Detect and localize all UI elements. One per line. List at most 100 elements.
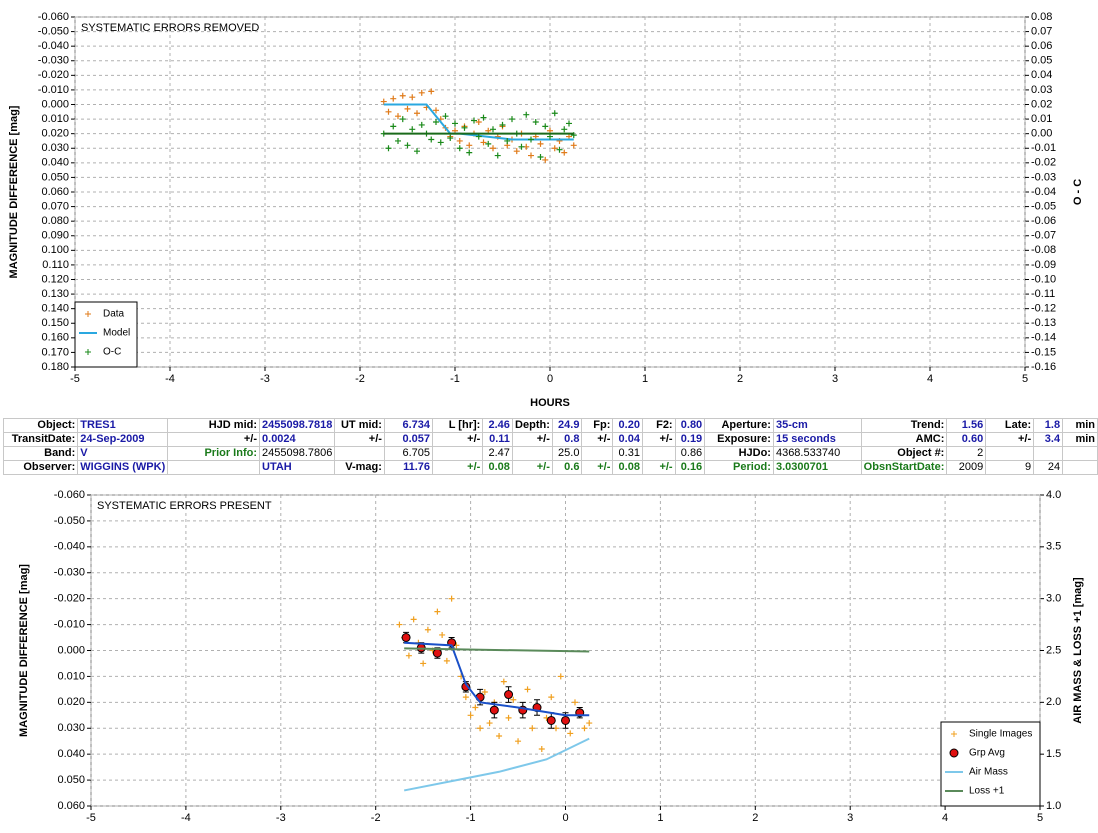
- table-cell: Period:: [704, 460, 774, 475]
- data-point: [532, 119, 539, 125]
- y-tick-label: 0.180: [41, 361, 69, 373]
- y2-tick-label: 2.0: [1046, 696, 1061, 708]
- x-tick-label: 5: [1022, 373, 1028, 385]
- table-cell: +/-: [985, 432, 1035, 447]
- data-point: [504, 690, 514, 700]
- data-point: [571, 699, 578, 706]
- y2-tick-label: 0.03: [1031, 84, 1052, 96]
- table-cell: 0.08: [612, 460, 643, 475]
- data-point: [538, 745, 545, 752]
- y2-tick-label: -0.13: [1031, 317, 1056, 329]
- data-point: [529, 725, 536, 732]
- table-cell: 1.56: [946, 418, 987, 433]
- x-tick-label: 5: [1037, 812, 1043, 824]
- table-cell: 11.76: [383, 460, 434, 475]
- y-tick-label: -0.050: [38, 25, 69, 37]
- data-point: [405, 652, 412, 659]
- table-cell: 0.20: [612, 418, 643, 433]
- y2-axis-title: AIR MASS & LOSS +1 [mag]: [1072, 577, 1084, 724]
- table-row: Object: TRES1 HJD mid: 2455098.7818 UT mid: 6…: [2, 418, 1098, 433]
- y2-tick-label: 1.5: [1046, 748, 1061, 760]
- table-cell: [334, 446, 385, 461]
- legend-swatch: [85, 311, 91, 317]
- table-cell: +/-: [167, 432, 261, 447]
- data-point: [456, 137, 463, 144]
- data-point: [420, 660, 427, 667]
- data-point: [561, 126, 568, 133]
- data-point: [447, 135, 454, 142]
- data-point: [414, 148, 420, 155]
- x-tick-label: 3: [832, 373, 838, 385]
- info-table: Object: TRES1 HJD mid: 2455098.7818 UT mid: 6…: [2, 418, 1098, 475]
- table-cell: 4368.533740: [772, 446, 862, 461]
- y-tick-label: -0.060: [38, 11, 69, 23]
- y2-tick-label: -0.11: [1031, 288, 1055, 300]
- data-point: [515, 738, 522, 745]
- y-tick-label: 0.120: [41, 273, 69, 285]
- y-tick-label: -0.020: [54, 593, 85, 605]
- data-point: [524, 686, 531, 693]
- table-cell: TRES1: [77, 418, 169, 433]
- x-tick-label: 2: [737, 373, 743, 385]
- table-cell: [1062, 460, 1098, 475]
- table-cell: 0.0024: [259, 432, 336, 447]
- data-point: [390, 123, 397, 130]
- table-cell: WIGGINS (WPK): [77, 460, 169, 475]
- table-cell: +/-: [581, 432, 614, 447]
- table-cell: 24: [1033, 460, 1064, 475]
- y2-tick-label: -0.15: [1031, 346, 1056, 358]
- table-cell: 9: [985, 460, 1035, 475]
- y-axis-title: MAGNITUDE DIFFERENCE [mag]: [8, 105, 20, 278]
- x-tick-label: 1: [642, 373, 648, 385]
- legend-label: Grp Avg: [969, 748, 1005, 759]
- data-point: [442, 113, 449, 120]
- table-cell: [167, 460, 261, 475]
- y2-tick-label: -0.09: [1031, 259, 1056, 271]
- x-tick-label: 3: [847, 812, 853, 824]
- data-point: [528, 136, 534, 143]
- y2-tick-label: 0.06: [1031, 40, 1052, 52]
- table-cell: Trend:: [860, 418, 948, 433]
- table-cell: Fp:: [581, 418, 614, 433]
- x-tick-label: 4: [942, 812, 948, 824]
- table-cell: 2455098.7806: [259, 446, 336, 461]
- data-point: [509, 116, 515, 123]
- y2-tick-label: 1.0: [1046, 800, 1061, 812]
- data-point: [567, 730, 574, 737]
- y-tick-label: 0.070: [41, 200, 69, 212]
- data-point: [480, 114, 487, 121]
- table-cell: V-mag:: [334, 460, 385, 475]
- data-point: [424, 626, 431, 633]
- x-tick-label: -1: [450, 373, 460, 385]
- table-cell: [581, 446, 614, 461]
- data-point: [475, 119, 482, 125]
- data-point: [466, 149, 473, 156]
- data-point: [432, 648, 442, 658]
- x-tick-label: -3: [260, 373, 270, 385]
- table-cell: F2:: [641, 418, 676, 433]
- x-tick-label: 4: [927, 373, 933, 385]
- data-point: [548, 694, 555, 701]
- data-point: [467, 712, 474, 719]
- y-tick-label: 0.050: [41, 171, 69, 183]
- data-point: [499, 121, 506, 128]
- x-tick-label: -3: [276, 812, 286, 824]
- y-tick-label: -0.010: [54, 618, 85, 630]
- table-cell: 24.9: [551, 418, 583, 433]
- y2-tick-label: -0.01: [1031, 142, 1056, 154]
- table-cell: 0.86: [674, 446, 706, 461]
- y-tick-label: 0.020: [41, 128, 69, 140]
- y2-tick-label: -0.08: [1031, 244, 1056, 256]
- table-cell: +/-: [581, 460, 614, 475]
- table-cell: [985, 446, 1035, 461]
- table-row: Observer: WIGGINS (WPK) UTAH V-mag: 11.76 +/-…: [2, 460, 1098, 475]
- chart-title: SYSTEMATIC ERRORS REMOVED: [81, 22, 259, 34]
- legend-label: Loss +1: [969, 786, 1005, 797]
- y-tick-label: -0.030: [38, 55, 69, 67]
- data-point: [489, 705, 499, 715]
- table-cell: Prior Info:: [167, 446, 261, 461]
- y2-tick-label: -0.02: [1031, 157, 1056, 169]
- series-line: [404, 641, 590, 717]
- data-point: [434, 608, 441, 615]
- data-point: [561, 149, 568, 156]
